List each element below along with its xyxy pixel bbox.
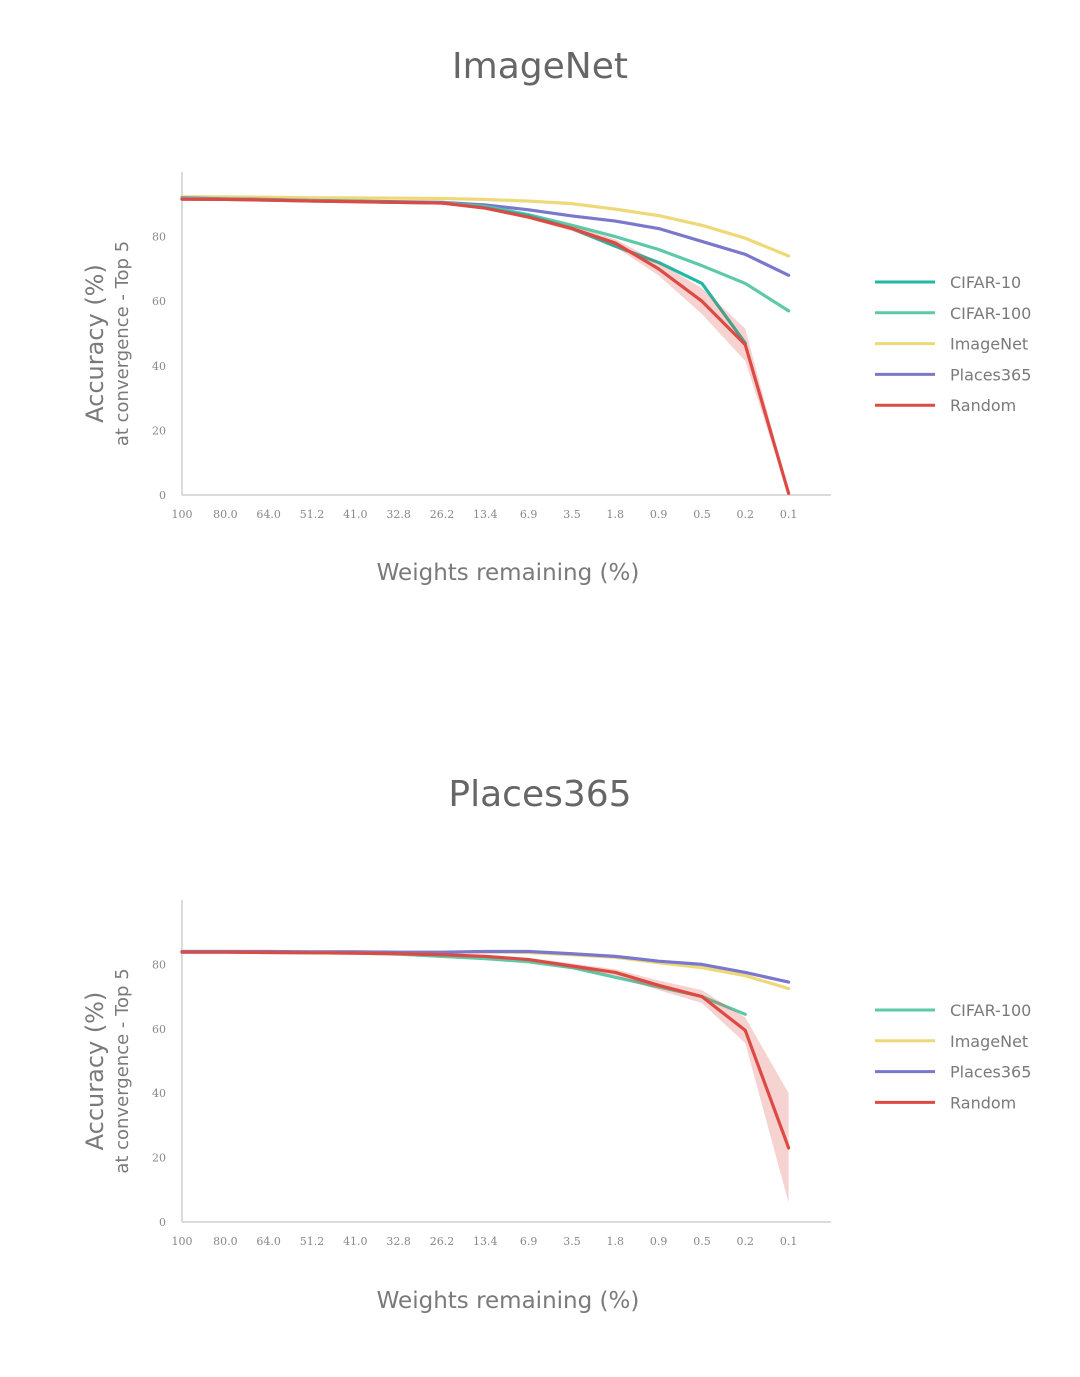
x-tick-label: 0.5 [693,1235,711,1248]
y-tick-label: 0 [159,1216,166,1229]
x-tick-label: 3.5 [563,508,581,521]
y-axis-label: Accuracy (%) [81,992,109,1151]
legend-label-cifar-10: CIFAR-10 [950,273,1021,292]
x-tick-label: 0.2 [737,1235,755,1248]
x-tick-label: 51.2 [300,508,325,521]
y-tick-label: 20 [152,1152,166,1165]
x-tick-label: 26.2 [430,508,455,521]
legend-label-places365: Places365 [950,1063,1031,1082]
series-line-random [180,197,791,495]
chart-title: ImageNet [452,46,628,87]
x-tick-label: 3.5 [563,1235,581,1248]
x-tick-label: 32.8 [386,1235,411,1248]
x-tick-label: 1.8 [607,508,625,521]
x-tick-label: 100 [172,1235,193,1248]
legend-label-imagenet: ImageNet [950,1032,1028,1051]
x-tick-label: 1.8 [607,1235,625,1248]
chart-title: Places365 [448,774,631,815]
x-tick-label: 0.9 [650,508,668,521]
y-tick-label: 40 [152,1087,166,1100]
x-tick-label: 13.4 [473,508,498,521]
x-tick-label: 6.9 [520,1235,538,1248]
x-tick-label: 0.2 [737,508,755,521]
x-tick-label: 100 [172,508,193,521]
chart-2: Places365 0 20 40 60 80 100 80.0 64.0 51.2 41.0 32.… [81,774,1031,1314]
chart-1: ImageNet 0 20 40 60 80 100 80.0 64.0 51.2 41.0 32.8… [81,46,1031,586]
legend-label-imagenet: ImageNet [950,335,1028,354]
y-tick-label: 80 [152,958,166,971]
x-tick-label: 80.0 [213,508,238,521]
legend: CIFAR-100 ImageNet Places365 Random [875,1001,1031,1112]
y-tick-label: 40 [152,360,166,373]
x-tick-label: 0.1 [780,508,798,521]
x-tick-label: 80.0 [213,1235,238,1248]
y-tick-label: 0 [159,489,166,502]
x-tick-label: 32.8 [386,508,411,521]
series-line-imagenet [180,195,791,258]
x-tick-label: 0.1 [780,1235,798,1248]
x-axis-label: Weights remaining (%) [377,560,640,586]
y-tick-label: 60 [152,295,166,308]
x-tick-label: 0.9 [650,1235,668,1248]
series-band-random [182,199,789,495]
legend-label-random: Random [950,1093,1016,1112]
x-tick-label: 26.2 [430,1235,455,1248]
x-tick-label: 64.0 [256,1235,281,1248]
x-tick-label: 13.4 [473,1235,498,1248]
x-tick-label: 41.0 [343,1235,368,1248]
legend: CIFAR-10 CIFAR-100 ImageNet Places365 Random [875,273,1031,415]
series-line-random [180,950,791,1150]
y-tick-label: 60 [152,1023,166,1036]
x-axis-label: Weights remaining (%) [377,1288,640,1314]
x-tick-label: 51.2 [300,1235,325,1248]
y-tick-label: 20 [152,424,166,437]
y-axis-sublabel: at convergence - Top 5 [112,968,133,1173]
legend-label-places365: Places365 [950,365,1031,384]
y-axis-label: Accuracy (%) [81,264,109,423]
x-tick-label: 6.9 [520,508,538,521]
legend-label-cifar-100: CIFAR-100 [950,304,1031,323]
y-tick-label: 80 [152,231,166,244]
series-band-random [182,952,789,1203]
y-axis-sublabel: at convergence - Top 5 [112,241,133,446]
x-tick-label: 64.0 [256,508,281,521]
legend-label-cifar-100: CIFAR-100 [950,1001,1031,1020]
x-tick-label: 0.5 [693,508,711,521]
legend-label-random: Random [950,396,1016,415]
x-tick-label: 41.0 [343,508,368,521]
